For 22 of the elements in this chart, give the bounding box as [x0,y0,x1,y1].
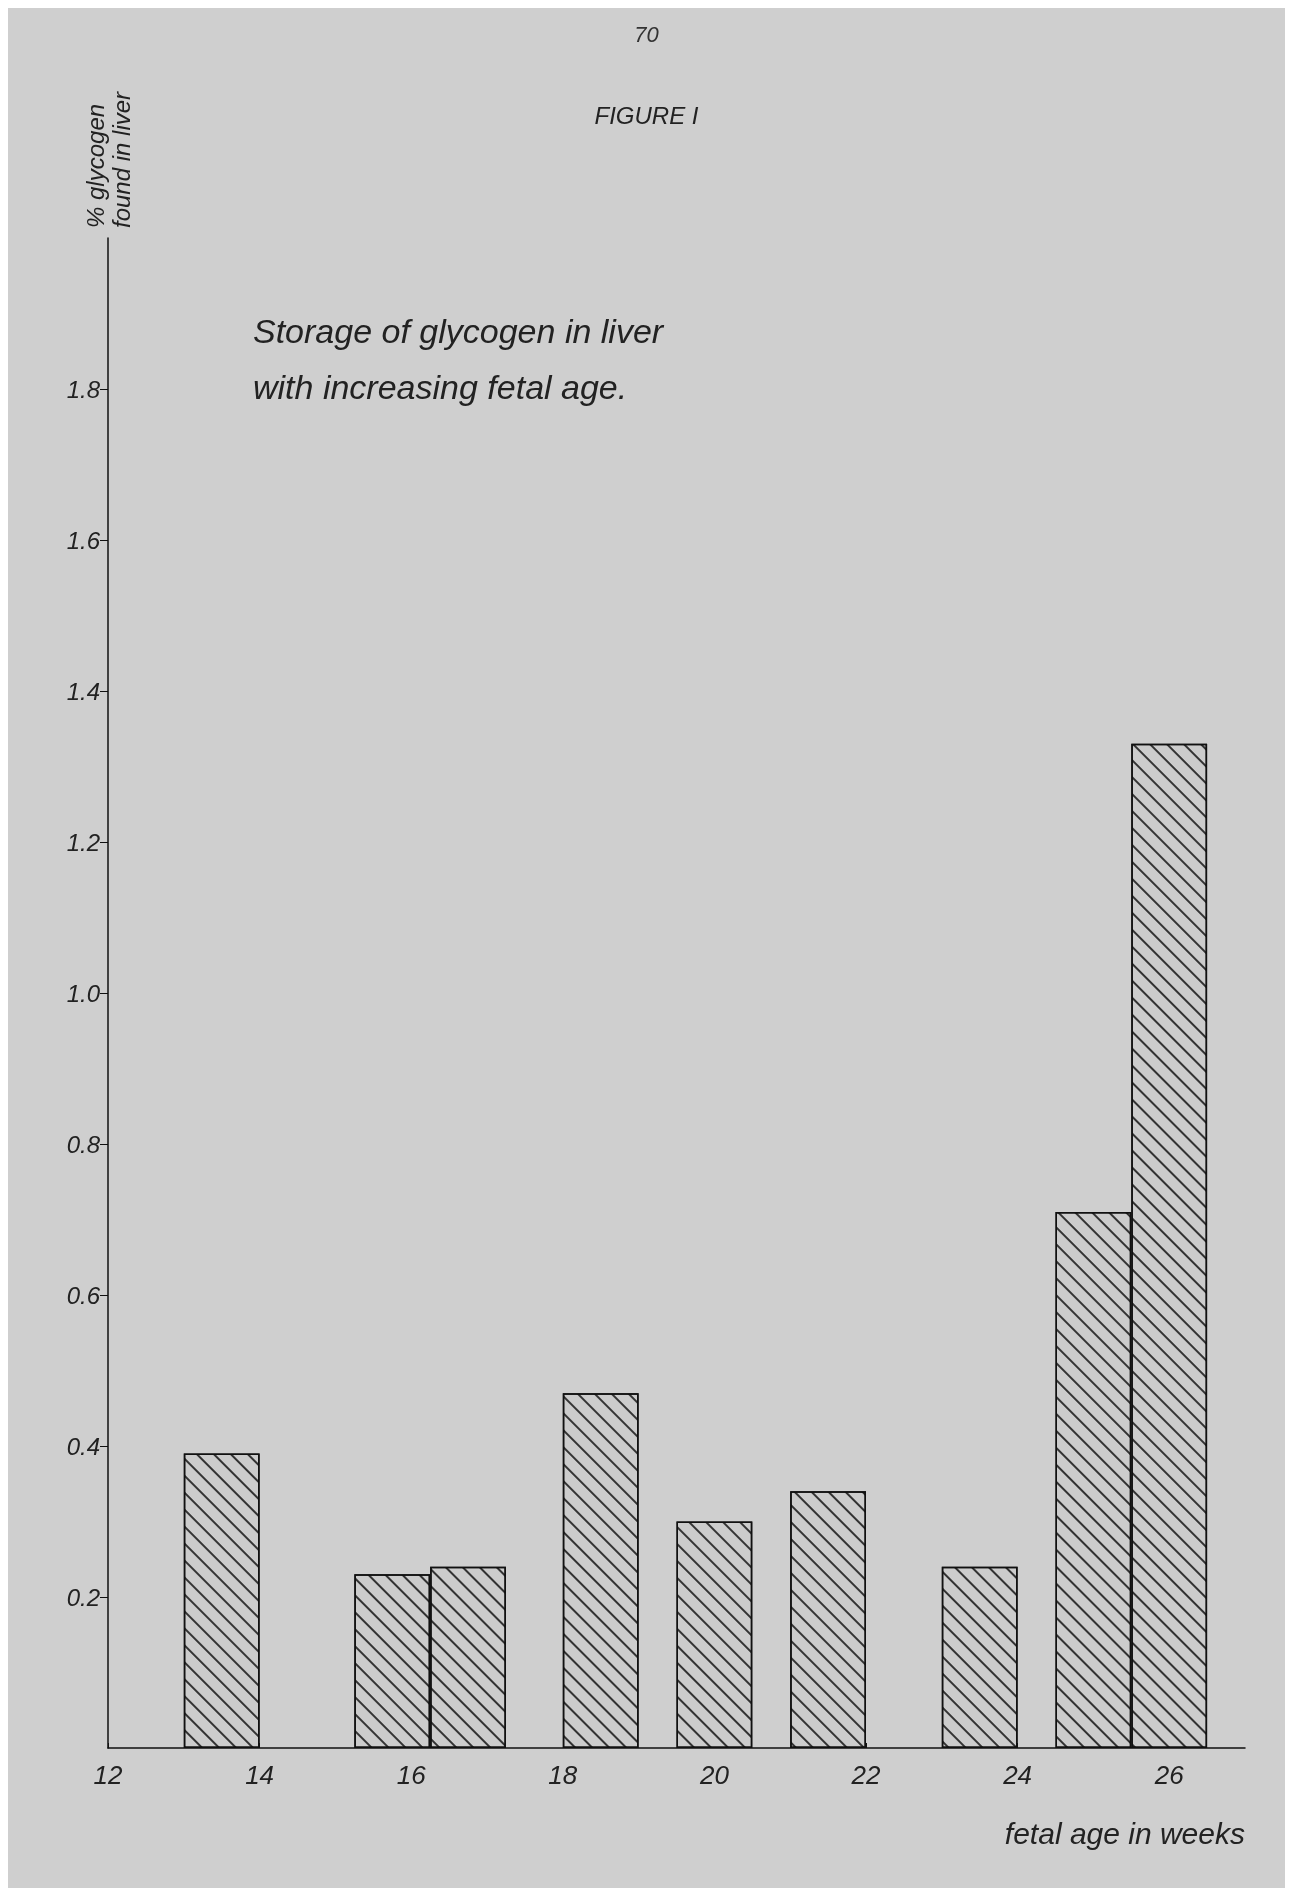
y-tick-label: 0.6 [66,1281,101,1309]
x-tick-label: 24 [1002,1760,1033,1790]
x-tick-label: 22 [850,1760,881,1790]
x-tick-label: 16 [396,1760,427,1790]
x-tick-label: 12 [93,1760,123,1790]
x-axis-title: fetal age in weeks [1004,1816,1245,1850]
y-tick-label: 1.4 [66,677,100,705]
chart-title: FIGURE I [594,101,699,129]
y-tick-label: 0.8 [66,1130,101,1158]
x-tick-label: 26 [1153,1760,1185,1790]
y-tick-label: 1.0 [66,979,101,1007]
y-tick-label: 1.2 [66,828,100,856]
text: 70 [634,21,660,47]
x-tick-label: 14 [245,1760,275,1790]
y-axis-title: % glycogen found in liver [81,90,135,228]
y-tick-label: 1.8 [66,375,101,403]
y-tick-label: 0.4 [66,1432,100,1460]
y-tick-label: 0.2 [66,1583,100,1611]
x-tick-label: 20 [698,1760,730,1790]
x-tick-label: 18 [548,1760,578,1790]
text: Storage of glycogen in liver with increasing fetal age. [253,312,665,406]
y-tick-label: 1.6 [66,526,101,554]
